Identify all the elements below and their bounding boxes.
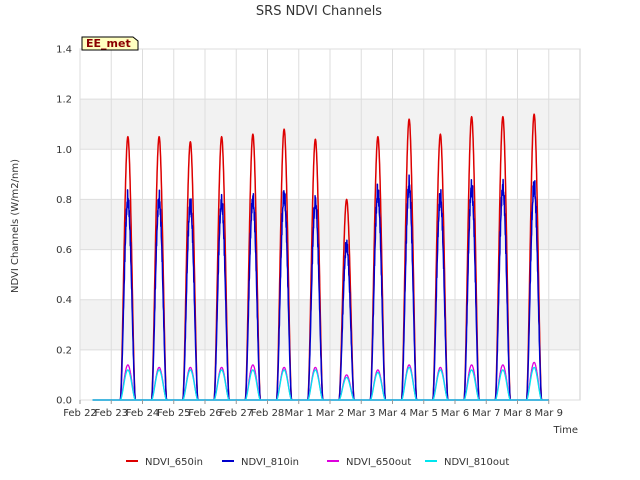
- x-tick-label: Mar 3: [347, 408, 375, 419]
- y-tick-label: 0.2: [56, 345, 72, 356]
- x-tick-label: Feb 27: [219, 408, 253, 419]
- series-NDVI_810out: [92, 366, 549, 401]
- annotation-badge-label: EE_met: [86, 37, 131, 50]
- x-tick-label: Mar 9: [535, 408, 563, 419]
- x-tick-label: Mar 4: [378, 408, 406, 419]
- legend-label: NDVI_810in: [241, 457, 299, 468]
- x-tick-label: Mar 1: [285, 408, 313, 419]
- x-tick-label: Feb 28: [251, 408, 285, 419]
- y-tick-label: 0.4: [56, 295, 72, 306]
- legend-label: NDVI_810out: [444, 457, 509, 468]
- y-tick-label: 0.6: [56, 245, 72, 256]
- y-tick-label: 0.0: [56, 396, 72, 407]
- y-tick-label: 1.2: [56, 95, 72, 106]
- x-tick-label: Mar 5: [410, 408, 438, 419]
- x-tick-label: Feb 23: [94, 408, 128, 419]
- legend-label: NDVI_650in: [145, 457, 203, 468]
- x-tick-label: Feb 25: [157, 408, 191, 419]
- x-tick-label: Feb 24: [126, 408, 160, 419]
- y-tick-label: 1.4: [56, 45, 72, 56]
- series-line: [119, 113, 543, 401]
- x-axis-label: Time: [553, 425, 578, 436]
- y-axis: 0.0 0.2 0.4 0.6 0.8 1.0 1.2 1.4: [56, 45, 72, 407]
- y-axis-label: NDVI Channels (W/m2/nm): [10, 159, 21, 293]
- legend: NDVI_650in NDVI_810in NDVI_650out NDVI_810o…: [126, 457, 509, 468]
- x-tick-label: Mar 8: [503, 408, 531, 419]
- y-tick-label: 1.0: [56, 145, 72, 156]
- series-line: [119, 366, 543, 401]
- legend-label: NDVI_650out: [346, 457, 411, 468]
- series-line: [119, 174, 543, 401]
- chart-title: SRS NDVI Channels: [256, 4, 382, 19]
- x-tick-label: Mar 2: [316, 408, 344, 419]
- x-tick-label: Mar 6: [441, 408, 469, 419]
- annotation-badge: EE_met: [81, 36, 139, 51]
- x-tick-label: Feb 22: [63, 408, 97, 419]
- x-tick-label: Mar 7: [472, 408, 500, 419]
- y-tick-label: 0.8: [56, 195, 72, 206]
- x-tick-label: Feb 26: [188, 408, 222, 419]
- series-layer: [92, 113, 549, 401]
- series-line: [119, 361, 543, 401]
